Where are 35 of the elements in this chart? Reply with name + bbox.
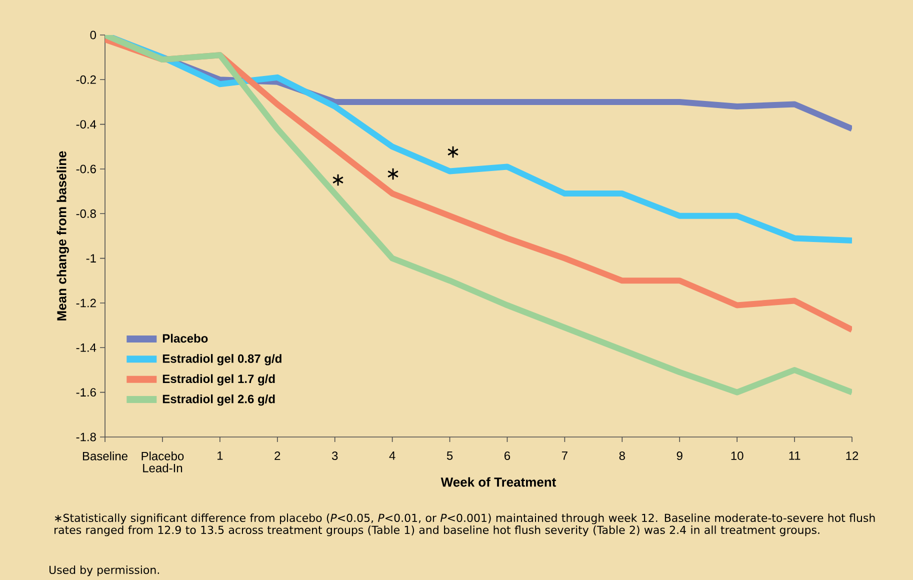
y-tick-label: -1.4 — [76, 344, 96, 352]
y-tick-label: -0.8 — [76, 209, 96, 218]
x-tick-label: 2 — [274, 452, 280, 460]
x-tick-label: 9 — [676, 452, 682, 460]
annotation: ∗ — [332, 174, 344, 186]
x-tick-label: 7 — [562, 452, 568, 460]
x-tick-label: Placebo Lead-In — [142, 452, 184, 472]
x-tick-label: 12 — [846, 452, 858, 460]
x-tick-label: 11 — [789, 452, 800, 460]
text: ∗Statistically significant difference from placebo (P<0.05, P<0.01, or P<0.001) maintained through week 12. Baseline moderate-to-severe hot flush rates ranged from 12.9 to 13.5 across treatment groups (Table 1) and baseline hot flush severity (Table 2) was 2.4 in all treatment groups. — [54, 514, 875, 536]
legend-label: Placebo — [162, 334, 208, 343]
legend-label: Estradiol gel 0.87 g/d — [162, 354, 282, 366]
x-tick-label: 5 — [446, 452, 453, 460]
annotation: ∗ — [448, 146, 458, 158]
x-tick-label: Baseline — [82, 452, 128, 460]
legend-label: Estradiol gel 2.6 g/d — [162, 394, 275, 406]
text: Used by permission. — [50, 566, 159, 576]
x-tick-label: 6 — [504, 452, 510, 460]
y-tick-label: -1.6 — [76, 388, 96, 397]
x-tick-label: 4 — [389, 452, 396, 460]
y-tick-label: -0.2 — [76, 75, 96, 84]
x-tick-label: 8 — [619, 452, 625, 460]
annotation: ∗ — [388, 168, 398, 180]
x-axis-title: Week of Treatment — [440, 477, 556, 487]
x-tick-label: 1 — [218, 452, 223, 460]
y-tick-label: -1 — [86, 254, 96, 262]
y-tick-label: -0.4 — [76, 120, 96, 129]
y-tick-label: -1.2 — [76, 298, 96, 308]
y-tick-label: 0 — [90, 30, 96, 40]
y-tick-label: -0.6 — [76, 164, 96, 174]
x-tick-label: 10 — [731, 452, 744, 460]
y-tick-label: -1.8 — [76, 432, 96, 442]
legend-label: Estradiol gel 1.7 g/d — [162, 374, 275, 386]
x-tick-label: 3 — [332, 452, 338, 460]
y-axis-title: Mean change from baseline — [56, 151, 69, 320]
